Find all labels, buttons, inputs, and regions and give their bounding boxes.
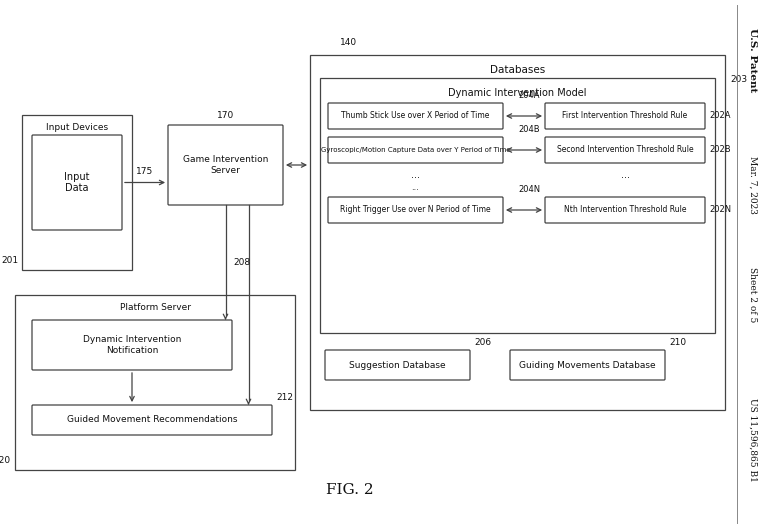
- Text: 204N: 204N: [518, 185, 540, 194]
- Text: 202N: 202N: [709, 205, 731, 214]
- Text: Gyroscopic/Motion Capture Data over Y Period of Time: Gyroscopic/Motion Capture Data over Y Pe…: [321, 147, 510, 153]
- Text: First Intervention Threshold Rule: First Intervention Threshold Rule: [562, 111, 687, 120]
- Text: 201: 201: [1, 256, 18, 265]
- Bar: [15, 295, 295, 470]
- Text: 210: 210: [669, 338, 686, 347]
- Text: US 11,596,865 B1: US 11,596,865 B1: [749, 398, 757, 482]
- Text: 175: 175: [137, 166, 154, 175]
- FancyBboxPatch shape: [545, 137, 705, 163]
- Text: 203: 203: [730, 75, 747, 84]
- Text: 120: 120: [0, 456, 11, 465]
- Text: Mar. 7, 2023: Mar. 7, 2023: [749, 156, 757, 214]
- FancyBboxPatch shape: [32, 405, 272, 435]
- FancyBboxPatch shape: [168, 125, 283, 205]
- Text: ...: ...: [412, 184, 419, 193]
- FancyBboxPatch shape: [328, 103, 503, 129]
- Text: Input
Data: Input Data: [65, 172, 90, 193]
- Text: 204A: 204A: [518, 91, 540, 100]
- Text: Game Intervention
Server: Game Intervention Server: [183, 155, 268, 175]
- Text: Nth Intervention Threshold Rule: Nth Intervention Threshold Rule: [564, 205, 687, 214]
- FancyBboxPatch shape: [32, 135, 122, 230]
- Text: Databases: Databases: [490, 65, 545, 75]
- Text: 170: 170: [217, 111, 234, 120]
- Text: 202B: 202B: [709, 146, 730, 155]
- FancyBboxPatch shape: [510, 350, 665, 380]
- Text: ...: ...: [411, 170, 420, 180]
- Text: 204B: 204B: [518, 125, 540, 134]
- Text: Sheet 2 of 5: Sheet 2 of 5: [749, 267, 757, 323]
- FancyBboxPatch shape: [32, 320, 232, 370]
- Text: Guiding Movements Database: Guiding Movements Database: [519, 361, 656, 370]
- Bar: [320, 78, 715, 333]
- FancyBboxPatch shape: [328, 197, 503, 223]
- Text: Right Trigger Use over N Period of Time: Right Trigger Use over N Period of Time: [340, 205, 491, 214]
- FancyBboxPatch shape: [328, 137, 503, 163]
- Text: FIG. 2: FIG. 2: [326, 483, 374, 497]
- FancyBboxPatch shape: [325, 350, 470, 380]
- Text: ...: ...: [621, 170, 630, 180]
- FancyBboxPatch shape: [545, 197, 705, 223]
- Text: 202A: 202A: [709, 111, 730, 120]
- Text: Thumb Stick Use over X Period of Time: Thumb Stick Use over X Period of Time: [341, 111, 490, 120]
- Text: Platform Server: Platform Server: [120, 303, 190, 312]
- Text: 208: 208: [233, 258, 250, 267]
- Text: 212: 212: [276, 393, 293, 402]
- Bar: [22, 115, 132, 270]
- Text: Dynamic Intervention Model: Dynamic Intervention Model: [449, 88, 587, 98]
- Bar: [310, 55, 725, 410]
- Text: 140: 140: [340, 38, 357, 47]
- Text: U.S. Patent: U.S. Patent: [749, 28, 757, 92]
- Text: 206: 206: [474, 338, 491, 347]
- Text: Dynamic Intervention
Notification: Dynamic Intervention Notification: [83, 335, 181, 355]
- Text: Suggestion Database: Suggestion Database: [349, 361, 445, 370]
- Text: Guided Movement Recommendations: Guided Movement Recommendations: [67, 416, 237, 425]
- FancyBboxPatch shape: [545, 103, 705, 129]
- Text: Input Devices: Input Devices: [46, 123, 108, 132]
- Text: Second Intervention Threshold Rule: Second Intervention Threshold Rule: [557, 146, 694, 155]
